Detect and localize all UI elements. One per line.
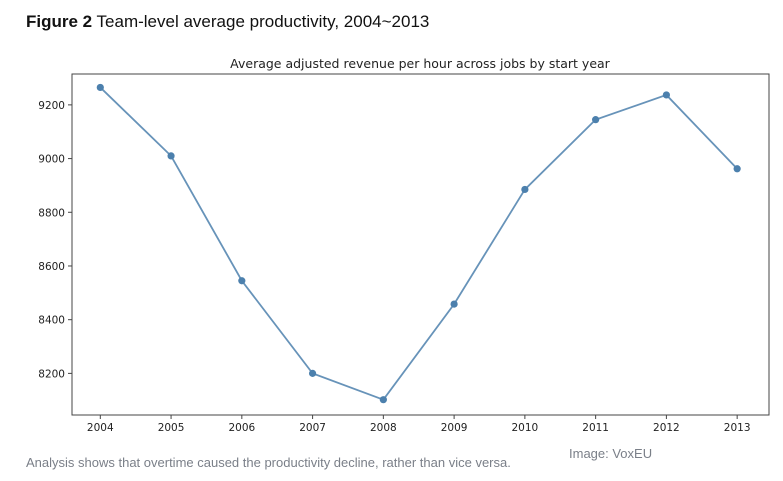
y-tick-label: 8800 bbox=[38, 207, 65, 219]
data-point-2010 bbox=[521, 185, 529, 194]
x-tick-label: 2010 bbox=[512, 422, 539, 434]
figure-title-text: Team-level average productivity, 2004~20… bbox=[96, 12, 430, 31]
chart-title: Average adjusted revenue per hour across… bbox=[230, 56, 611, 71]
y-tick-label: 9200 bbox=[38, 100, 65, 112]
x-tick-label: 2012 bbox=[653, 422, 680, 434]
x-tick-label: 2011 bbox=[582, 422, 609, 434]
data-point-2005 bbox=[167, 152, 175, 160]
x-tick-label: 2013 bbox=[724, 422, 751, 434]
data-point-2012 bbox=[662, 91, 670, 99]
series-group bbox=[96, 83, 741, 404]
y-axis: 8200 8400 8600 8800 9000 9200 bbox=[38, 100, 72, 380]
x-tick-label: 2008 bbox=[370, 422, 397, 434]
line-chart: Average adjusted revenue per hour across… bbox=[38, 56, 770, 434]
data-point-2007 bbox=[308, 369, 317, 377]
x-tick-label: 2009 bbox=[441, 422, 468, 434]
y-tick-label: 8400 bbox=[38, 315, 65, 327]
x-tick-label: 2007 bbox=[299, 422, 326, 434]
figure-title: Figure 2 Team-level average productivity… bbox=[26, 12, 429, 32]
data-point-2004 bbox=[96, 83, 104, 92]
y-tick-label: 8200 bbox=[38, 368, 65, 380]
data-point-2011 bbox=[592, 116, 600, 124]
figure-caption: Analysis shows that overtime caused the … bbox=[26, 455, 511, 470]
data-point-2008 bbox=[379, 396, 387, 404]
data-point-2009 bbox=[450, 300, 458, 308]
figure-label: Figure 2 bbox=[26, 12, 93, 31]
x-tick-label: 2006 bbox=[228, 422, 255, 434]
plot-area bbox=[71, 73, 770, 416]
data-point-2006 bbox=[238, 277, 246, 285]
x-tick-label: 2005 bbox=[158, 422, 185, 434]
y-tick-label: 8600 bbox=[38, 261, 65, 273]
x-tick-label: 2004 bbox=[87, 422, 114, 434]
series-line bbox=[99, 86, 738, 401]
y-tick-label: 9000 bbox=[38, 154, 65, 166]
data-point-2013 bbox=[733, 165, 741, 173]
x-axis: 2004 2005 2006 2007 2008 2009 2010 2011 2012 2013 bbox=[87, 415, 751, 434]
image-credit: Image: VoxEU bbox=[569, 446, 653, 461]
